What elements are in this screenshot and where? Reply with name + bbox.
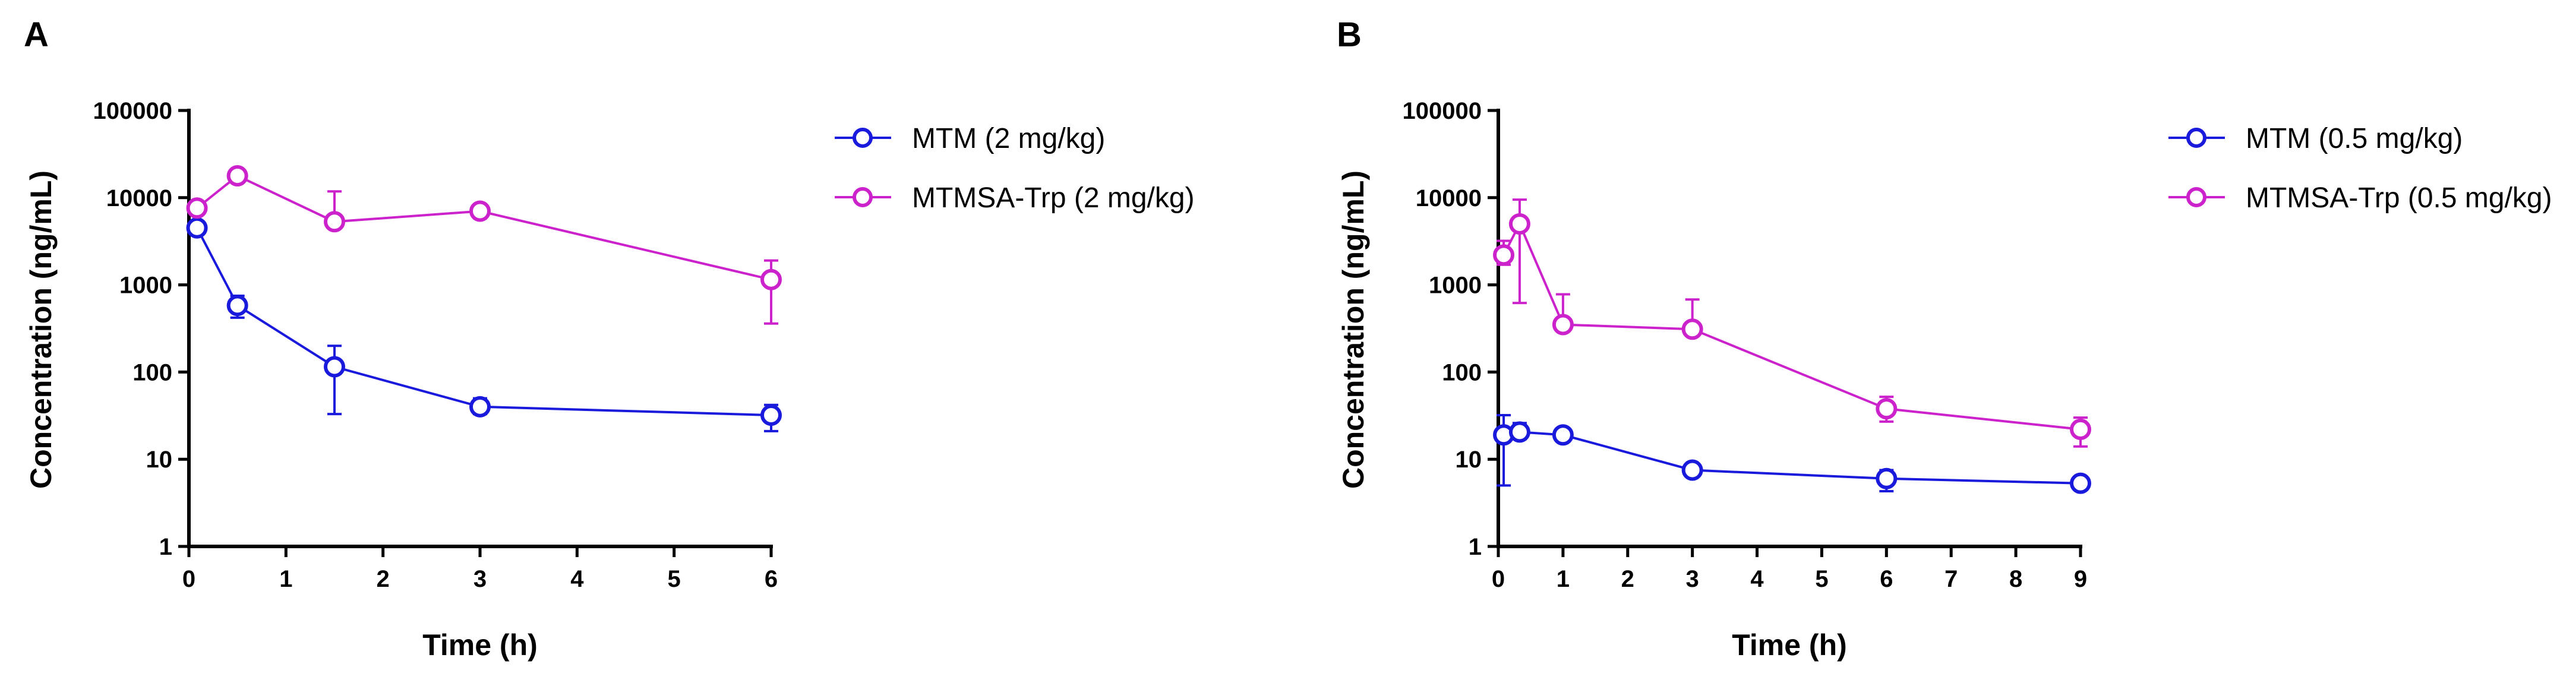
legend-label: MTMSA-Trp (0.5 mg/kg) <box>2246 182 2552 214</box>
y-tick-label: 100 <box>1442 359 1482 385</box>
data-point <box>760 268 782 290</box>
panel-label: A <box>24 15 49 54</box>
data-point <box>1681 318 1703 340</box>
x-tick-label: 3 <box>1686 566 1699 592</box>
data-point <box>1493 244 1515 266</box>
data-point <box>469 200 491 222</box>
data-point <box>1876 467 1898 489</box>
legend-swatch-marker <box>2186 187 2206 207</box>
series-0 <box>186 217 782 432</box>
series-layer <box>186 165 782 432</box>
data-point <box>324 211 345 233</box>
x-tick-label: 2 <box>377 566 390 592</box>
data-point <box>324 356 345 378</box>
series-0 <box>1493 414 2091 494</box>
legend-entry: MTMSA-Trp (0.5 mg/kg) <box>2168 182 2552 214</box>
series-1 <box>186 165 782 325</box>
y-tick-label: 100 <box>132 359 172 385</box>
legend-entry: MTM (0.5 mg/kg) <box>2168 123 2463 154</box>
x-tick-label: 8 <box>2009 566 2022 592</box>
legend-swatch-marker <box>2186 128 2206 148</box>
x-tick-label: 6 <box>765 566 778 592</box>
legend-entry: MTMSA-Trp (2 mg/kg) <box>835 182 1195 214</box>
y-tick-label: 1 <box>1469 534 1482 560</box>
x-axis-title: Time (h) <box>422 628 538 662</box>
x-tick-label: 6 <box>1880 566 1893 592</box>
y-tick-label: 10 <box>146 447 173 473</box>
panel-a: A Concentration (ng/mL) Time (h) 1101001… <box>24 15 1195 662</box>
y-tick-label: 10000 <box>1416 185 1482 211</box>
data-point <box>1552 424 1574 446</box>
y-axis-title: Concentration (ng/mL) <box>24 170 58 489</box>
x-tick-label: 2 <box>1621 566 1634 592</box>
y-tick-label: 10 <box>1456 447 1482 473</box>
x-tick-label: 5 <box>1815 566 1828 592</box>
x-tick-label: 4 <box>1750 566 1764 592</box>
data-point <box>2070 418 2091 440</box>
x-tick-label: 1 <box>1557 566 1570 592</box>
x-axis-title: Time (h) <box>1732 628 1847 662</box>
panel-b: B Concentration (ng/mL) Time (h) 1101001… <box>1337 15 2552 662</box>
data-point <box>1681 459 1703 481</box>
legend-label: MTM (0.5 mg/kg) <box>2246 123 2463 154</box>
x-tick-label: 3 <box>473 566 487 592</box>
legend: MTM (2 mg/kg) MTMSA-Trp (2 mg/kg) <box>835 123 1195 214</box>
data-point <box>2070 472 2091 494</box>
data-point <box>186 217 208 239</box>
y-tick-label: 100000 <box>93 98 172 124</box>
x-tick-label: 1 <box>279 566 292 592</box>
x-tick-label: 5 <box>668 566 681 592</box>
y-tick-label: 10000 <box>106 185 172 211</box>
data-point <box>1552 314 1574 336</box>
y-tick-label: 1 <box>159 534 172 560</box>
data-point <box>1508 421 1530 443</box>
y-tick-label: 1000 <box>119 273 172 299</box>
legend-swatch-marker <box>853 128 873 148</box>
data-point <box>1508 213 1530 235</box>
data-point <box>226 165 248 187</box>
x-tick-label: 4 <box>570 566 584 592</box>
y-axis-title: Concentration (ng/mL) <box>1337 170 1370 489</box>
legend-label: MTMSA-Trp (2 mg/kg) <box>912 182 1195 214</box>
data-point <box>469 396 491 418</box>
legend-entry: MTM (2 mg/kg) <box>835 123 1105 154</box>
data-point <box>226 295 248 317</box>
legend-label: MTM (2 mg/kg) <box>912 123 1105 154</box>
x-tick-label: 7 <box>1944 566 1958 592</box>
series-1 <box>1493 198 2091 448</box>
axes <box>1497 109 2082 548</box>
legend-swatch-marker <box>853 187 873 207</box>
y-tick-label: 100000 <box>1403 98 1482 124</box>
x-tick-label: 0 <box>182 566 195 592</box>
y-tick-label: 1000 <box>1429 273 1482 299</box>
x-tick-label: 9 <box>2074 566 2087 592</box>
legend: MTM (0.5 mg/kg) MTMSA-Trp (0.5 mg/kg) <box>2168 123 2552 214</box>
series-layer <box>1493 198 2091 494</box>
data-point <box>186 197 208 219</box>
panel-label: B <box>1337 15 1362 54</box>
data-point <box>760 404 782 426</box>
x-tick-label: 0 <box>1492 566 1505 592</box>
data-point <box>1876 398 1898 420</box>
